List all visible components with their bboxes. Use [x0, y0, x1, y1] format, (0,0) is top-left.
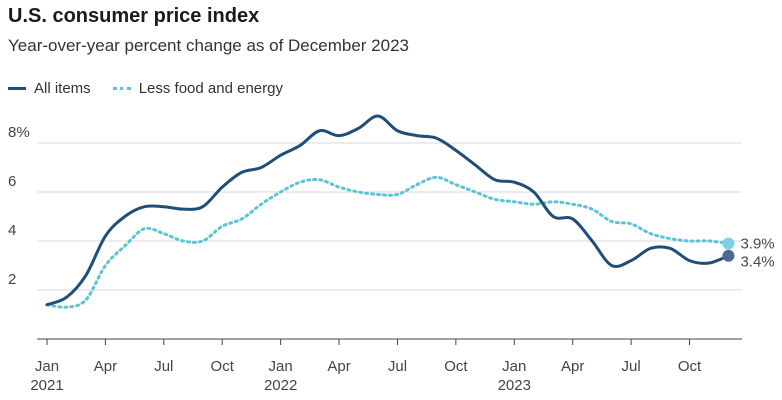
y-tick-label: 6 — [8, 173, 16, 190]
x-tick-label: Apr — [94, 358, 117, 375]
end-label-all-items: 3.4% — [740, 254, 774, 271]
x-tick-label: Oct — [678, 358, 702, 375]
legend-label-less-food-energy: Less food and energy — [138, 80, 283, 97]
y-tick-label: 2 — [8, 271, 16, 288]
end-marker-less-food-energy — [722, 237, 735, 250]
x-tick-label: Oct — [444, 358, 468, 375]
x-tick-label: Oct — [211, 358, 235, 375]
x-tick-label: Jan — [35, 358, 59, 375]
legend-item-all-items: All items — [8, 80, 91, 97]
chart-subtitle: Year-over-year percent change as of Dece… — [8, 36, 409, 55]
series-line-all-items — [45, 114, 730, 307]
legend-item-less-food-energy: Less food and energy — [112, 80, 283, 97]
x-tick-label: Apr — [561, 358, 584, 375]
y-tick-label: 4 — [8, 222, 16, 239]
x-tick-year-label: 2021 — [30, 377, 63, 394]
x-tick-label: Jan — [502, 358, 526, 375]
y-tick-label: 8% — [8, 124, 30, 141]
legend-swatch-all-items — [8, 87, 26, 90]
x-tick-label: Jan — [269, 358, 293, 375]
end-marker-all-items — [722, 249, 735, 262]
x-tick-year-label: 2023 — [498, 377, 531, 394]
x-tick-label: Jul — [388, 358, 407, 375]
legend: All items Less food and energy — [8, 80, 305, 97]
legend-label-all-items: All items — [34, 80, 91, 97]
x-tick-label: Jul — [154, 358, 173, 375]
series-line-less-food-energy — [45, 175, 730, 309]
end-label-less-food-energy: 3.9% — [740, 235, 774, 252]
legend-swatch-less-food-energy — [112, 87, 131, 90]
x-tick-label: Jul — [622, 358, 641, 375]
x-tick-label: Apr — [327, 358, 350, 375]
x-tick-year-label: 2022 — [264, 377, 297, 394]
chart-title: U.S. consumer price index — [8, 5, 260, 27]
